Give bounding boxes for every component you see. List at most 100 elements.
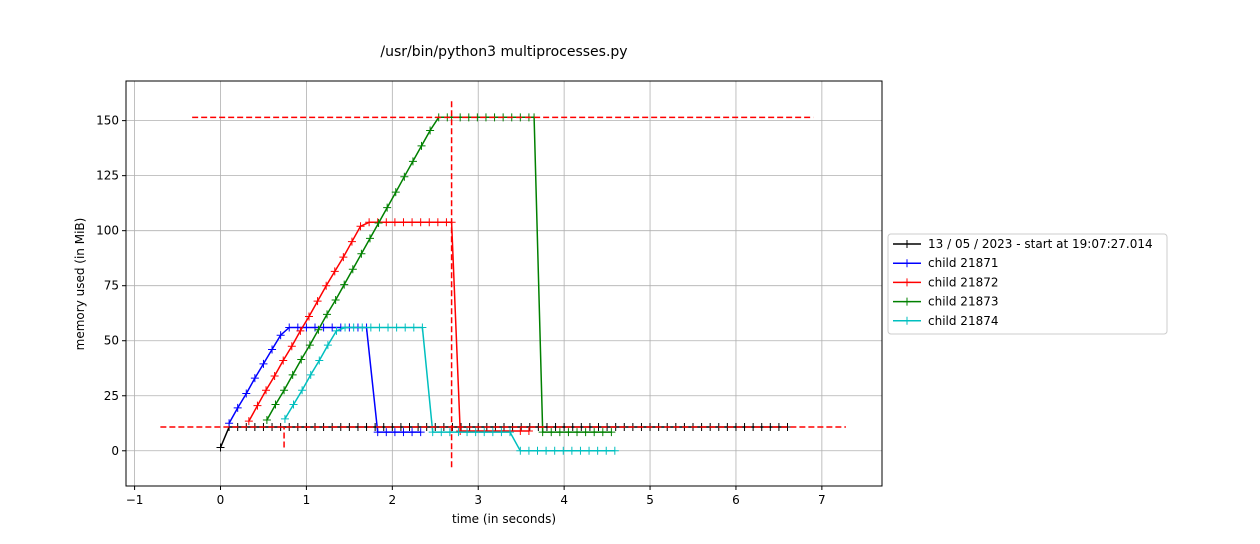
data-point-marker — [524, 426, 533, 435]
data-point-marker — [270, 371, 279, 380]
data-point-marker — [408, 218, 417, 227]
data-point-marker — [454, 428, 463, 437]
legend: 13 / 05 / 2023 - start at 19:07:27.014 ch… — [887, 233, 1168, 335]
data-point-marker — [271, 400, 280, 409]
data-point-marker — [244, 417, 253, 426]
data-point-marker — [593, 446, 602, 455]
data-point-marker — [417, 141, 426, 150]
x-tick-label: 2 — [388, 493, 396, 507]
data-point-marker — [262, 386, 271, 395]
axis-ticks: −1 0 1 2 3 4 5 6 7 0 25 50 75 100 125 150 — [96, 114, 826, 507]
series-5 — [280, 323, 619, 455]
data-point-marker — [313, 297, 322, 306]
data-point-marker — [382, 428, 391, 437]
grid-lines — [126, 81, 882, 486]
data-point-marker — [373, 428, 382, 437]
data-point-marker — [262, 415, 271, 424]
data-point-marker — [340, 280, 349, 289]
legend-label: child 21874 — [928, 314, 998, 328]
chart-title: /usr/bin/python3 multiprocesses.py — [380, 44, 627, 60]
data-point-marker — [425, 218, 434, 227]
data-point-marker — [365, 218, 374, 227]
x-tick-label: 1 — [303, 493, 311, 507]
data-point-marker — [314, 325, 323, 334]
data-point-marker — [607, 428, 616, 437]
data-point-marker — [332, 326, 341, 335]
data-point-marker — [581, 428, 590, 437]
y-tick-label: 125 — [96, 169, 119, 183]
data-point-marker — [610, 446, 619, 455]
legend-label: 13 / 05 / 2023 - start at 19:07:27.014 — [928, 237, 1153, 251]
data-point-marker — [298, 386, 307, 395]
data-point-marker — [409, 323, 418, 332]
legend-frame — [887, 233, 1168, 335]
data-point-marker — [319, 323, 328, 332]
data-point-marker — [375, 323, 384, 332]
data-point-marker — [598, 428, 607, 437]
x-tick-label: 6 — [732, 493, 740, 507]
data-point-marker — [416, 428, 425, 437]
data-point-marker — [416, 218, 425, 227]
data-point-marker — [287, 342, 296, 351]
data-point-marker — [401, 323, 410, 332]
data-point-marker — [306, 370, 315, 379]
data-point-marker — [516, 446, 525, 455]
data-point-marker — [400, 172, 409, 181]
data-point-marker — [366, 323, 375, 332]
data-point-marker — [590, 428, 599, 437]
data-point-marker — [279, 356, 288, 365]
y-tick-label: 25 — [104, 389, 119, 403]
series-2 — [225, 323, 425, 437]
legend-entry: child 21873 — [893, 295, 998, 309]
legend-marker — [903, 259, 911, 268]
data-point-marker — [280, 414, 289, 423]
data-point-marker — [276, 331, 285, 340]
legend-marker — [903, 316, 911, 325]
legend-label: child 21871 — [928, 256, 998, 270]
data-point-marker — [576, 446, 585, 455]
data-point-marker — [547, 428, 556, 437]
data-point-marker — [408, 157, 417, 166]
data-point-marker — [339, 253, 348, 262]
data-point-marker — [297, 355, 306, 364]
data-point-marker — [555, 428, 564, 437]
plot-frame — [125, 80, 883, 487]
data-point-marker — [433, 218, 442, 227]
data-point-marker — [533, 446, 542, 455]
data-point-marker — [259, 359, 268, 368]
y-tick-label: 100 — [96, 224, 119, 238]
x-tick-label: 4 — [560, 493, 568, 507]
legend-entry: child 21871 — [893, 256, 998, 270]
series-line — [248, 221, 529, 432]
data-point-marker — [356, 222, 365, 231]
data-point-marker — [384, 323, 393, 332]
data-point-marker — [585, 446, 594, 455]
data-point-marker — [328, 323, 337, 332]
data-point-marker — [408, 428, 417, 437]
data-point-marker — [322, 281, 331, 290]
legend-entry: child 21874 — [893, 314, 998, 328]
y-axis-label: memory used (in MiB) — [73, 218, 87, 351]
data-point-marker — [250, 374, 259, 383]
data-point-marker — [280, 386, 289, 395]
data-point-marker — [437, 428, 446, 437]
data-point-marker — [524, 446, 533, 455]
y-tick-label: 50 — [104, 334, 119, 348]
legend-entries: 13 / 05 / 2023 - start at 19:07:27.014 ch… — [893, 237, 1153, 328]
data-point-marker — [542, 446, 551, 455]
data-point-marker — [463, 428, 472, 437]
legend-label: child 21872 — [928, 275, 998, 289]
data-point-marker — [391, 188, 400, 197]
data-point-marker — [480, 428, 489, 437]
x-tick-label: 7 — [818, 493, 826, 507]
x-tick-label: 5 — [646, 493, 654, 507]
data-point-marker — [216, 443, 225, 452]
data-point-marker — [538, 428, 547, 437]
data-point-marker — [365, 234, 374, 243]
legend-entry: child 21872 — [893, 275, 998, 289]
data-point-marker — [268, 345, 277, 354]
data-point-marker — [341, 323, 350, 332]
x-tick-label: 0 — [217, 493, 225, 507]
data-point-marker — [602, 446, 611, 455]
data-point-marker — [392, 323, 401, 332]
